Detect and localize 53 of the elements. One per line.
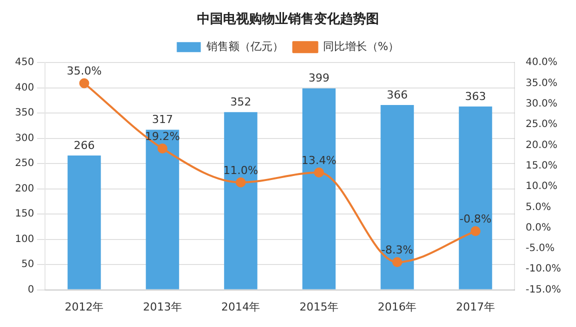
- bar: [458, 106, 492, 290]
- bar: [380, 105, 414, 290]
- y-tick-label: 50: [21, 259, 34, 270]
- bar: [68, 156, 101, 290]
- y2-tick-label: -10.0%: [526, 264, 562, 275]
- y2-tick-label: 35.0%: [526, 78, 558, 89]
- y2-tick-label: 15.0%: [526, 160, 558, 172]
- y2-tick-label: 10.0%: [526, 181, 558, 192]
- data-label: 399: [308, 72, 330, 85]
- y-tick-label: 150: [14, 208, 34, 220]
- data-label: 363: [464, 90, 486, 103]
- y2-tick-label: 30.0%: [526, 98, 558, 110]
- bar: [224, 112, 258, 290]
- data-label: -0.8%: [460, 212, 492, 226]
- x-tick-label: 2012年: [64, 300, 104, 314]
- data-label: 366: [386, 88, 408, 102]
- point: [392, 257, 402, 268]
- data-label: -8.3%: [381, 243, 414, 256]
- y-tick-label: 0: [28, 284, 34, 296]
- y2-tick-label: 40.0%: [526, 57, 558, 68]
- data-label: 11.0%: [223, 164, 258, 177]
- x-tick-label: 2015年: [299, 300, 338, 314]
- point: [470, 226, 480, 236]
- y2-tick-label: -15.0%: [526, 284, 562, 296]
- bar: [146, 130, 180, 290]
- x-tick-label: 2016年: [378, 300, 417, 314]
- y2-tick-label: 5.0%: [526, 202, 552, 213]
- point: [157, 144, 168, 154]
- x-tick-label: 2014年: [221, 300, 260, 314]
- data-label: 266: [74, 138, 95, 152]
- y2-tick-label: -5.0%: [526, 243, 555, 254]
- x-tick-label: 2013年: [142, 300, 182, 314]
- y-tick-label: 450: [14, 57, 34, 68]
- data-label: 352: [230, 95, 252, 108]
- data-label: 317: [152, 113, 173, 126]
- y-tick-label: 400: [14, 82, 34, 94]
- legend-label: 销售额（亿元）: [205, 40, 284, 53]
- point: [314, 167, 324, 178]
- y2-tick-label: 0.0%: [526, 222, 552, 234]
- y-tick-label: 250: [14, 158, 34, 170]
- y-tick-label: 300: [14, 132, 34, 144]
- legend-label: 同比增长（%）: [322, 40, 400, 53]
- y2-tick-label: 25.0%: [526, 119, 558, 130]
- point: [79, 78, 90, 88]
- data-label: 35.0%: [66, 64, 102, 78]
- y2-tick-label: 20.0%: [526, 140, 558, 151]
- bar: [302, 88, 336, 290]
- y-tick-label: 350: [14, 108, 34, 119]
- x-tick-label: 2017年: [456, 300, 495, 314]
- point: [236, 177, 246, 188]
- y-tick-label: 100: [14, 234, 34, 245]
- y-tick-label: 200: [14, 183, 34, 194]
- chart-title: 中国电视购物业销售变化趋势图: [197, 11, 379, 28]
